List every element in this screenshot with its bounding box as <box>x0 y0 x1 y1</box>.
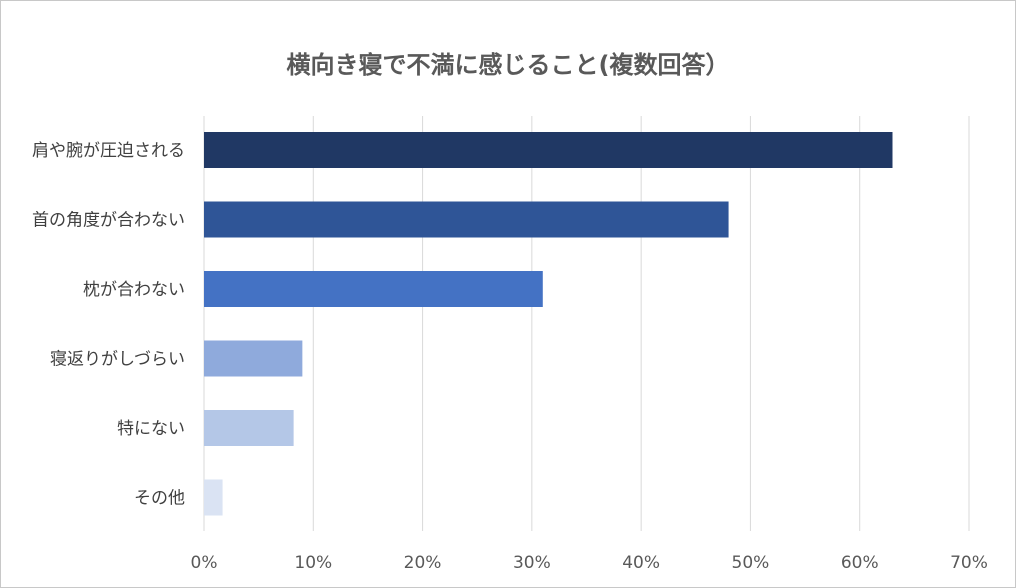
x-axis-tick-labels: 0% 10% 20% 30% 40% 50% 60% 70% <box>191 553 988 573</box>
bars <box>204 132 893 516</box>
bar <box>204 410 294 446</box>
x-tick-label: 20% <box>404 553 442 573</box>
bar <box>204 201 729 238</box>
x-tick-label: 40% <box>622 553 660 573</box>
gridlines <box>203 116 970 531</box>
category-label: 肩や腕が圧迫される <box>32 141 185 161</box>
category-label: 枕が合わない <box>83 280 185 300</box>
category-label: 特にない <box>117 419 185 439</box>
category-label: その他 <box>134 489 185 509</box>
bar <box>204 271 543 307</box>
category-label: 首の角度が合わない <box>32 211 185 231</box>
x-tick-label: 60% <box>841 553 879 573</box>
x-tick-label: 10% <box>294 553 332 573</box>
bar <box>204 340 303 377</box>
x-tick-label: 50% <box>732 553 770 573</box>
x-tick-label: 70% <box>950 553 988 573</box>
bar <box>204 479 223 516</box>
x-tick-label: 0% <box>191 553 218 573</box>
chart-title: 横向き寝で不満に感じること(複数回答） <box>287 51 730 79</box>
bar <box>204 132 893 168</box>
category-label: 寝返りがしづらい <box>50 349 185 370</box>
x-tick-label: 30% <box>513 553 551 573</box>
